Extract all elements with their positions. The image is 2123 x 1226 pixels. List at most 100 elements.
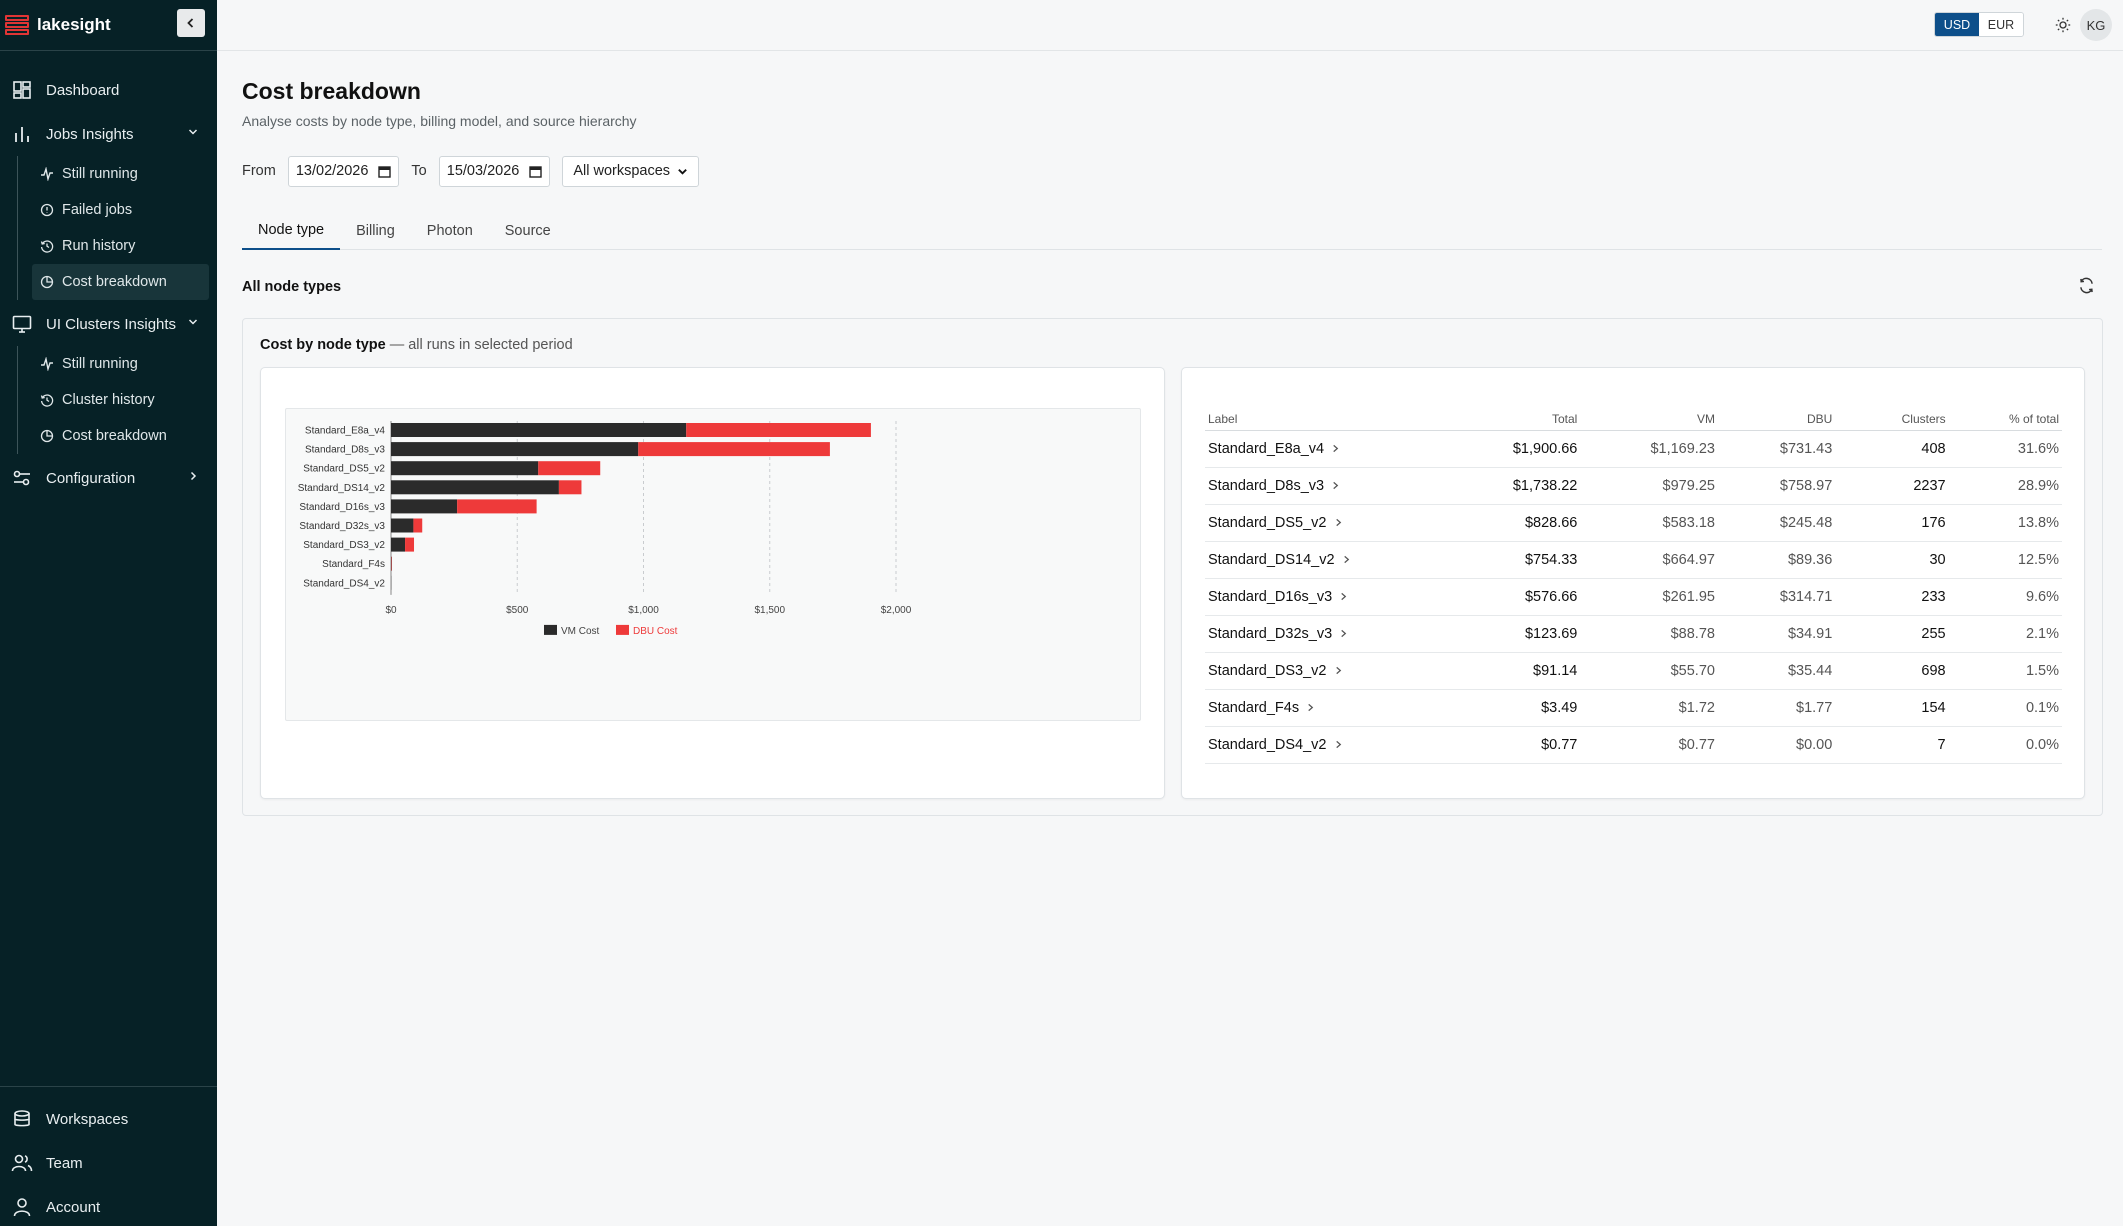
- column-header-clusters[interactable]: Clusters: [1835, 408, 1949, 431]
- tab-billing[interactable]: Billing: [356, 222, 395, 239]
- sidebar-item-clusters-still-running[interactable]: Still running: [32, 346, 209, 382]
- row-vm: $1,169.23: [1580, 430, 1718, 468]
- row-vm-text: $55.70: [1670, 662, 1715, 679]
- from-label: From: [242, 163, 276, 179]
- column-header-dbu[interactable]: DBU: [1717, 408, 1836, 431]
- row-total-text: $576.66: [1524, 588, 1578, 605]
- column-header-label[interactable]: Label: [1205, 408, 1450, 431]
- refresh-button[interactable]: [2078, 277, 2098, 297]
- bar-dbu-cost[interactable]: [413, 518, 423, 533]
- row-clusters: 408: [1835, 430, 1949, 468]
- row-clusters: 30: [1835, 541, 1949, 579]
- table-row[interactable]: Standard_DS3_v2 $91.14 $55.70 $35.44 698 1.5%: [1205, 652, 2062, 690]
- card-title-rest: — all runs in selected period: [385, 337, 573, 353]
- tab-node-type[interactable]: Node type: [242, 211, 341, 250]
- topbar: USD EUR KG: [217, 0, 2123, 51]
- sidebar-item-label: Cost breakdown: [62, 428, 167, 444]
- logo-icon: [5, 13, 29, 37]
- x-tick-label: $500: [506, 605, 529, 616]
- sidebar-item-cost-breakdown[interactable]: Cost breakdown: [32, 264, 209, 300]
- row-label[interactable]: Standard_DS14_v2: [1205, 541, 1450, 579]
- row-label[interactable]: Standard_DS5_v2: [1205, 504, 1450, 542]
- bar-dbu-cost[interactable]: [558, 480, 582, 495]
- bar-vm-cost[interactable]: [391, 518, 414, 533]
- bar-vm-cost[interactable]: [391, 461, 539, 476]
- theme-toggle-button[interactable]: [2051, 13, 2075, 37]
- row-label[interactable]: Standard_D16s_v3: [1205, 578, 1450, 616]
- row-label[interactable]: Standard_D32s_v3: [1205, 615, 1450, 653]
- table-row[interactable]: Standard_DS4_v2 $0.77 $0.77 $0.00 7 0.0%: [1205, 726, 2062, 764]
- row-vm-text: $583.18: [1662, 514, 1715, 531]
- table-row[interactable]: Standard_D32s_v3 $123.69 $88.78 $34.91 255 2.…: [1205, 615, 2062, 653]
- cost-by-node-type-card: Cost by node type — all runs in selected…: [242, 318, 2103, 816]
- row-vm-text: $664.97: [1662, 551, 1715, 568]
- table-row[interactable]: Standard_DS5_v2 $828.66 $583.18 $245.48 176 1…: [1205, 504, 2062, 542]
- table-row[interactable]: Standard_D8s_v3 $1,738.22 $979.25 $758.97 22…: [1205, 467, 2062, 505]
- bar-vm-cost[interactable]: [391, 499, 458, 514]
- chevron-right-icon: [1331, 479, 1340, 493]
- sidebar-item-run-history[interactable]: Run history: [32, 228, 209, 264]
- table-row[interactable]: Standard_E8a_v4 $1,900.66 $1,169.23 $731.43…: [1205, 430, 2062, 468]
- sidebar-item-label: Account: [46, 1198, 101, 1216]
- legend-label[interactable]: DBU Cost: [633, 626, 678, 637]
- avatar[interactable]: KG: [2080, 9, 2112, 41]
- column-header-total[interactable]: Total: [1449, 408, 1581, 431]
- row-dbu-text: $1.77: [1796, 699, 1833, 716]
- row-pct: 0.0%: [1948, 726, 2062, 764]
- table-row[interactable]: Standard_D16s_v3 $576.66 $261.95 $314.71 233…: [1205, 578, 2062, 616]
- sidebar-item-account[interactable]: Account: [0, 1185, 217, 1226]
- row-pct: 2.1%: [1948, 615, 2062, 653]
- row-pct-text: 28.9%: [2017, 477, 2059, 494]
- row-total-text: $1,900.66: [1512, 440, 1578, 457]
- workspace-select[interactable]: All workspaces: [562, 155, 700, 187]
- sidebar-item-team[interactable]: Team: [0, 1141, 217, 1185]
- bar-dbu-cost[interactable]: [457, 499, 537, 514]
- workspace-select-value: All workspaces: [573, 163, 671, 179]
- table-row[interactable]: Standard_F4s $3.49 $1.72 $1.77 154 0.1%: [1205, 689, 2062, 727]
- collapse-sidebar-button[interactable]: [177, 9, 205, 37]
- row-label[interactable]: Standard_DS4_v2: [1205, 726, 1450, 764]
- row-dbu: $89.36: [1717, 541, 1836, 579]
- legend-swatch: [544, 624, 557, 635]
- from-date-input[interactable]: 13/02/2026: [287, 155, 400, 187]
- row-label[interactable]: Standard_F4s: [1205, 689, 1450, 727]
- column-header-vm[interactable]: VM: [1580, 408, 1718, 431]
- row-dbu-text: $314.71: [1779, 588, 1833, 605]
- row-label[interactable]: Standard_E8a_v4: [1205, 430, 1450, 468]
- sidebar-item-cluster-history[interactable]: Cluster history: [32, 382, 209, 418]
- currency-usd-button[interactable]: USD: [1935, 13, 1979, 36]
- row-total: $1,738.22: [1449, 467, 1581, 505]
- row-label-text: Standard_D32s_v3: [1208, 625, 1333, 642]
- row-vm: $88.78: [1580, 615, 1718, 653]
- column-header-pct[interactable]: % of total: [1948, 408, 2062, 431]
- sidebar-item-failed-jobs[interactable]: Failed jobs: [32, 192, 209, 228]
- row-vm: $664.97: [1580, 541, 1718, 579]
- sidebar-item-jobs-insights[interactable]: Jobs Insights: [0, 112, 217, 156]
- bar-vm-cost[interactable]: [391, 423, 687, 437]
- page-subtitle: Analyse costs by node type, billing mode…: [242, 113, 637, 129]
- bar-dbu-cost[interactable]: [538, 461, 601, 476]
- currency-eur-button[interactable]: EUR: [1979, 13, 2023, 36]
- sidebar-item-still-running[interactable]: Still running: [32, 156, 209, 192]
- tab-photon[interactable]: Photon: [426, 222, 473, 239]
- row-label[interactable]: Standard_DS3_v2: [1205, 652, 1450, 690]
- bar-dbu-cost[interactable]: [405, 537, 415, 552]
- bar-vm-cost[interactable]: [391, 537, 406, 552]
- table-row[interactable]: Standard_DS14_v2 $754.33 $664.97 $89.36 30 12…: [1205, 541, 2062, 579]
- bar-dbu-cost[interactable]: [686, 423, 871, 437]
- row-label[interactable]: Standard_D8s_v3: [1205, 467, 1450, 505]
- row-clusters: 7: [1835, 726, 1949, 764]
- bar-vm-cost[interactable]: [391, 442, 639, 457]
- bar-vm-cost[interactable]: [391, 480, 559, 495]
- sidebar-item-ui-clusters-insights[interactable]: UI Clusters Insights: [0, 302, 217, 346]
- cost-by-node-type-chart: $0 $500 $1,000 $1,500 $2,000 Standard_E8a_v4 S…: [298, 421, 912, 637]
- sidebar-item-clusters-cost-breakdown[interactable]: Cost breakdown: [32, 418, 209, 454]
- sidebar-item-workspaces[interactable]: Workspaces: [0, 1097, 217, 1141]
- to-date-input[interactable]: 15/03/2026: [438, 155, 551, 187]
- legend-label[interactable]: VM Cost: [561, 626, 600, 637]
- sidebar-item-dashboard[interactable]: Dashboard: [0, 68, 217, 112]
- sidebar-item-configuration[interactable]: Configuration: [0, 456, 217, 500]
- sidebar-item-label: Team: [46, 1154, 83, 1172]
- bar-dbu-cost[interactable]: [638, 442, 830, 457]
- tab-source[interactable]: Source: [504, 222, 551, 239]
